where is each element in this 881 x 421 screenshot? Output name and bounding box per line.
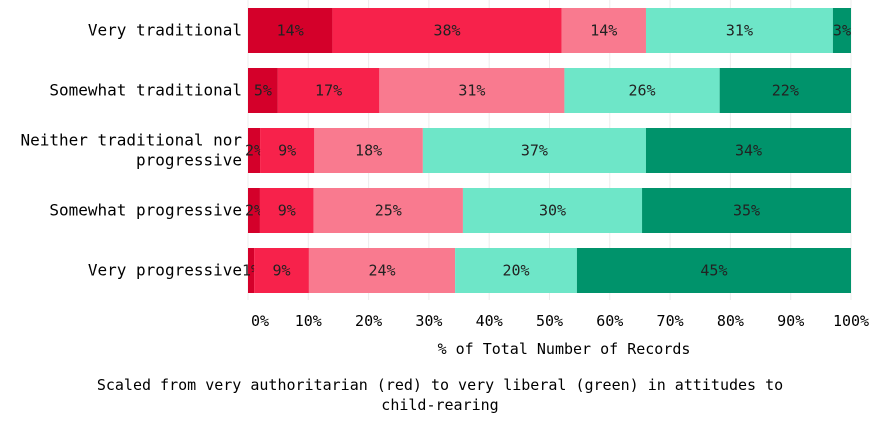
bar-segment — [561, 8, 646, 53]
y-axis-label: Very progressive — [88, 261, 242, 280]
x-tick-label: 20% — [355, 312, 382, 330]
x-tick-label: 60% — [596, 312, 623, 330]
data-label: 2% — [245, 142, 263, 160]
data-label: 2% — [245, 202, 263, 220]
bar-segment — [645, 128, 851, 173]
bar-segment — [642, 188, 851, 233]
data-label: 25% — [375, 202, 402, 220]
data-label: 20% — [502, 262, 529, 280]
y-axis-label: Somewhat progressive — [49, 201, 242, 220]
bar-segment — [254, 248, 309, 293]
bar-segment — [313, 188, 463, 233]
x-tick-label: 100% — [833, 312, 869, 330]
bar-segment — [564, 68, 720, 113]
data-label: 31% — [458, 82, 485, 100]
x-tick-label: 30% — [415, 312, 442, 330]
data-label: 18% — [355, 142, 382, 160]
data-label: 5% — [254, 82, 272, 100]
data-label: 45% — [700, 262, 727, 280]
y-axis-label: Somewhat traditional — [49, 81, 242, 100]
bar-segment — [719, 68, 851, 113]
data-label: 9% — [278, 142, 296, 160]
bar-segment — [332, 8, 562, 53]
data-label: 24% — [368, 262, 395, 280]
bar-segment — [259, 188, 314, 233]
x-tick-label: 70% — [657, 312, 684, 330]
y-axis-label: Neither traditional nor — [20, 131, 242, 150]
data-label: 31% — [726, 22, 753, 40]
bars: 14% 38% 14% 31% 3% 5% 17% 31% 26% 22% 2% 9% 18% 37% 34… — [242, 8, 851, 293]
y-axis-labels: Very traditional Somewhat traditional Neit… — [20, 21, 242, 280]
data-label: 17% — [315, 82, 342, 100]
y-axis-label: progressive — [136, 151, 242, 170]
data-label: 3% — [833, 22, 851, 40]
data-label: 30% — [539, 202, 566, 220]
y-axis-label: Very traditional — [88, 21, 242, 40]
data-label: 34% — [735, 142, 762, 160]
x-tick-label: 50% — [536, 312, 563, 330]
x-axis-ticks: 0% 10% 20% 30% 40% 50% 60% 70% 80% 90% 100% — [251, 312, 869, 330]
data-label: 14% — [277, 22, 304, 40]
caption-line-1: Scaled from very authoritarian (red) to … — [97, 376, 783, 394]
data-label: 35% — [733, 202, 760, 220]
data-label: 37% — [521, 142, 548, 160]
bar-segment — [260, 128, 315, 173]
bar-segment — [248, 128, 261, 173]
bar-segment — [248, 8, 333, 53]
caption-line-2: child-rearing — [381, 396, 498, 414]
data-label: 22% — [772, 82, 799, 100]
bar-segment — [248, 68, 278, 113]
bar-segment — [455, 248, 577, 293]
x-tick-label: 80% — [717, 312, 744, 330]
bar-segment — [248, 188, 260, 233]
bar-segment — [248, 248, 255, 293]
x-tick-label: 0% — [251, 312, 269, 330]
bar-segment — [379, 68, 565, 113]
x-tick-label: 10% — [295, 312, 322, 330]
data-label: 26% — [628, 82, 655, 100]
x-tick-label: 40% — [476, 312, 503, 330]
data-label: 9% — [272, 262, 290, 280]
bar-segment — [314, 128, 423, 173]
x-axis-title: % of Total Number of Records — [438, 340, 691, 358]
bar-segment — [277, 68, 380, 113]
data-label: 38% — [433, 22, 460, 40]
bar-segment — [308, 248, 456, 293]
bar-segment — [462, 188, 643, 233]
data-label: 14% — [590, 22, 617, 40]
x-tick-label: 90% — [777, 312, 804, 330]
bar-segment — [422, 128, 646, 173]
bar-segment — [645, 8, 833, 53]
data-label: 9% — [278, 202, 296, 220]
bar-segment — [576, 248, 851, 293]
bar-segment — [832, 8, 851, 53]
